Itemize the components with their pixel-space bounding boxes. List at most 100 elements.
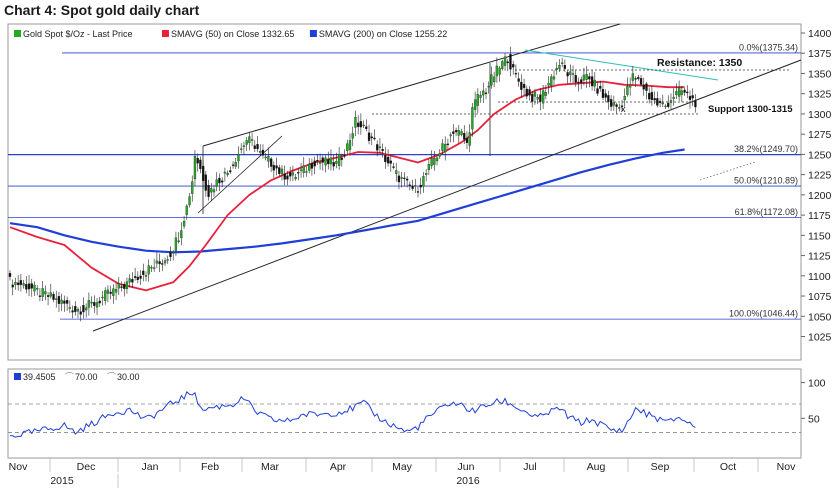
candle-body [471, 107, 474, 130]
candle-body [509, 54, 512, 70]
candle-body [555, 67, 558, 70]
candle-body [688, 95, 692, 100]
candle-body [327, 159, 330, 165]
candle-body [204, 174, 207, 191]
candle-body [658, 101, 662, 104]
candle-body [392, 166, 395, 168]
candle-body [142, 270, 145, 275]
candle-body [275, 165, 278, 169]
candle-body [444, 143, 447, 153]
candle-body [354, 116, 357, 128]
candle-body [237, 154, 240, 162]
candle-body [561, 62, 564, 64]
candle-body [599, 85, 602, 89]
price-y-tick-label: 1225 [808, 170, 832, 182]
candle-body [550, 76, 553, 86]
candle-body [656, 98, 659, 106]
fib-level-label: 100.0%(1046.44) [729, 309, 798, 319]
rsi-line [9, 391, 696, 438]
candle-body [381, 149, 384, 151]
candle-body [362, 124, 365, 127]
candle-body [408, 184, 411, 186]
candle-body [498, 67, 501, 75]
candle-body [340, 157, 343, 160]
candle-body [669, 100, 673, 103]
candle-body [476, 94, 479, 106]
candle-body [501, 61, 504, 69]
candle-body [71, 310, 74, 313]
candle-body [250, 139, 254, 141]
candle-body [139, 275, 142, 279]
candle-body [378, 146, 382, 149]
candle-body [365, 126, 368, 129]
candle-body [63, 300, 66, 304]
price-y-tick-label: 1275 [808, 129, 832, 141]
rsi-legend: 39.4505 ⌒ 70.00 ⌒ 30.00 [14, 372, 140, 382]
candle-body [397, 175, 401, 183]
candle-body [269, 158, 273, 167]
candle-body [46, 295, 50, 297]
candle-body [161, 263, 164, 265]
candle-body [479, 94, 482, 98]
lower-channel-line [92, 59, 802, 332]
candle-body [664, 105, 667, 108]
candle-body [634, 78, 637, 80]
legend-entry: 39.4505 [23, 372, 56, 382]
candle-body [376, 144, 379, 151]
candle-body [691, 95, 694, 99]
candle-body [93, 302, 96, 306]
candle-body [234, 162, 237, 167]
candle-body [533, 92, 537, 97]
candle-body [694, 100, 697, 108]
candle-body [449, 134, 452, 137]
wedge-rising-line [197, 135, 283, 214]
candle-body [272, 165, 275, 171]
price-y-tick-label: 1150 [808, 230, 831, 242]
candle-body [302, 165, 305, 173]
candle-body [503, 56, 507, 66]
price-panel-frame [7, 23, 802, 361]
candle-body [650, 92, 654, 101]
candle-body [199, 159, 202, 170]
candle-body [221, 180, 224, 183]
candle-body [653, 98, 656, 101]
candle-body [590, 76, 594, 87]
candle-body [468, 132, 471, 146]
candle-body [280, 168, 284, 174]
x-year-label: 2016 [456, 475, 480, 487]
candle-body [411, 185, 414, 189]
candle-body [536, 96, 539, 100]
candle-body [294, 177, 297, 180]
legend-swatch [309, 30, 317, 37]
candle-body [490, 74, 493, 86]
legend-swatch: ⌒ [65, 372, 74, 382]
candle-body [218, 177, 221, 184]
candle-body [395, 170, 398, 174]
candle-body [618, 107, 621, 109]
candle-body [460, 131, 463, 135]
candle-body [332, 162, 335, 167]
candle-body [278, 167, 281, 174]
candle-body [601, 89, 605, 98]
candle-body [348, 140, 352, 150]
candle-body [620, 105, 624, 107]
candle-body [182, 221, 186, 227]
candle-body [313, 160, 316, 167]
candle-body [626, 85, 629, 96]
candle-body [305, 171, 308, 173]
candle-body [425, 173, 428, 175]
candle-body [384, 155, 387, 163]
candle-body [531, 94, 534, 102]
fib-level-label: 50.0%(1210.89) [734, 176, 798, 186]
candle-body [386, 156, 390, 164]
candle-body [172, 251, 175, 254]
candle-body [623, 96, 626, 101]
candle-body [672, 96, 675, 99]
candle-body [609, 99, 613, 107]
upper-channel-line [202, 23, 621, 147]
candle-body [512, 64, 515, 68]
candle-body [484, 92, 488, 94]
candle-body [310, 163, 314, 169]
candle-body [351, 133, 354, 139]
candle-body [495, 65, 499, 77]
